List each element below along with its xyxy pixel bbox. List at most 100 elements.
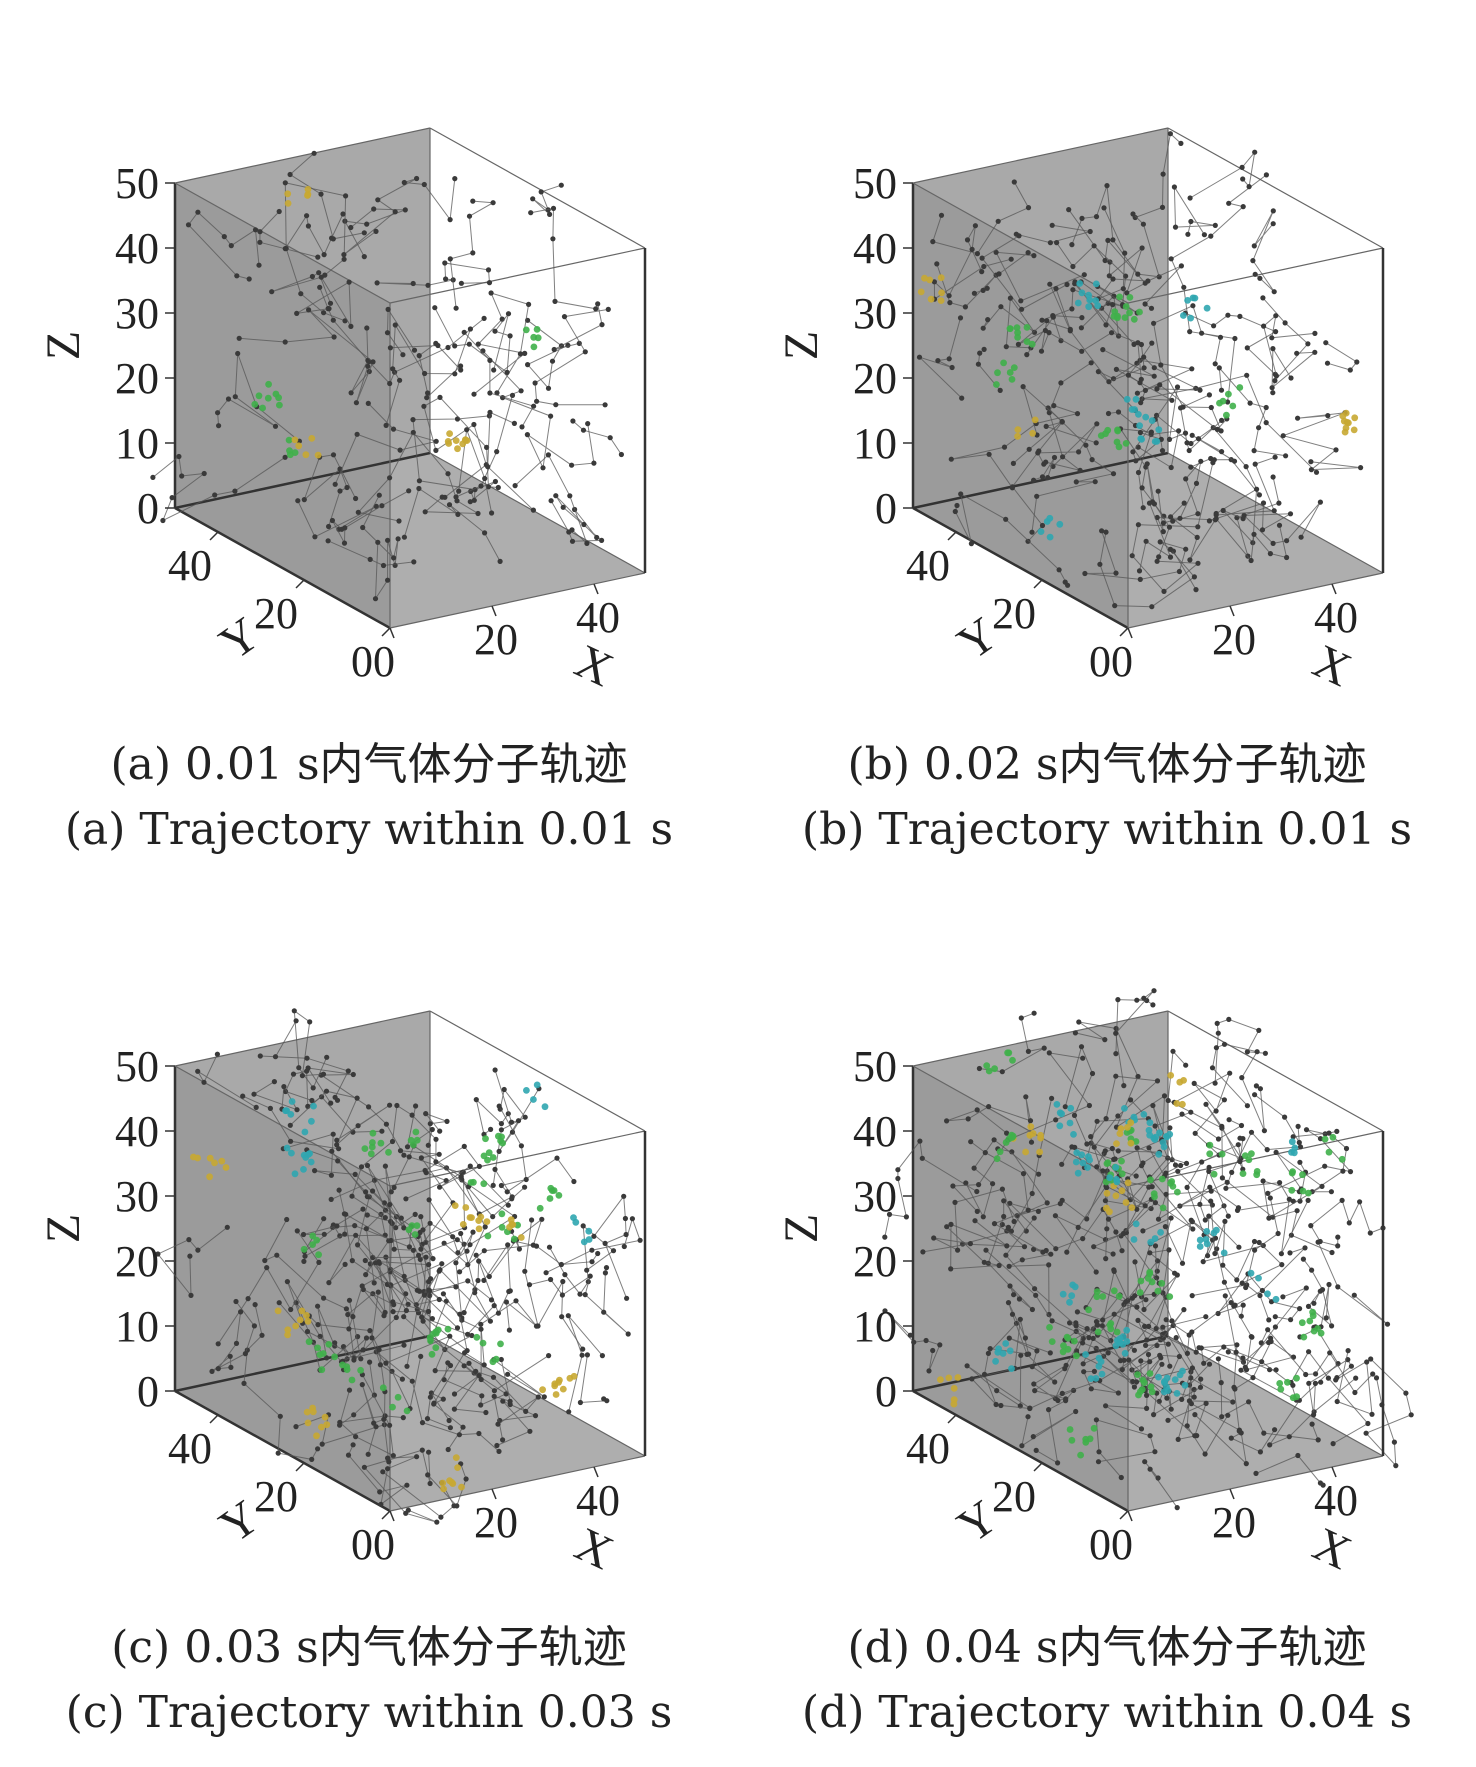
molecule-point <box>253 1104 259 1110</box>
molecule-cluster-point <box>1114 427 1122 435</box>
molecule-point <box>1324 360 1331 366</box>
trajectory-path <box>1177 1377 1234 1455</box>
molecule-point <box>317 284 323 290</box>
molecule-cluster-point <box>308 435 316 442</box>
molecule-point <box>571 1178 577 1185</box>
molecule-cluster-point <box>1123 395 1131 403</box>
y-tick-mark <box>381 627 391 637</box>
molecule-point <box>445 1446 451 1453</box>
molecule-cluster-point <box>1085 1153 1092 1160</box>
molecule-point <box>321 310 327 316</box>
molecule-point <box>375 539 381 545</box>
molecule-cluster-point <box>1073 1352 1080 1360</box>
molecule-point <box>360 1347 366 1353</box>
molecule-cluster-point <box>283 1144 291 1152</box>
molecule-cluster-point <box>937 1376 944 1383</box>
molecule-point <box>447 1362 454 1369</box>
molecule-point <box>312 1168 318 1174</box>
molecule-point <box>362 1257 368 1264</box>
molecule-cluster-point <box>1094 1328 1102 1336</box>
molecule-point <box>1257 275 1263 281</box>
molecule-point <box>1264 1147 1270 1153</box>
molecule-point <box>1325 1375 1331 1381</box>
molecule-point <box>309 1097 315 1104</box>
molecule-point <box>1212 1080 1218 1086</box>
molecule-point <box>1045 405 1051 411</box>
molecule-point <box>1125 372 1131 378</box>
molecule-point <box>1194 534 1200 541</box>
molecule-point <box>458 363 464 369</box>
molecule-cluster-point <box>1288 1138 1296 1146</box>
molecule-point <box>1030 1434 1036 1440</box>
molecule-point <box>382 1163 388 1169</box>
molecule-cluster-point <box>1146 1268 1154 1276</box>
molecule-point <box>390 1299 396 1305</box>
molecule-point <box>570 418 576 424</box>
molecule-cluster-point <box>206 1173 214 1181</box>
molecule-point <box>1256 425 1262 431</box>
molecule-point <box>419 1241 425 1247</box>
molecule-cluster-point <box>1171 1376 1179 1383</box>
molecule-point <box>257 239 263 245</box>
molecule-point <box>466 341 472 347</box>
molecule-point <box>330 317 336 323</box>
molecule-point <box>1039 317 1045 323</box>
molecule-point <box>1186 1332 1192 1338</box>
trajectory-path <box>1216 1247 1306 1306</box>
molecule-point <box>944 1224 950 1230</box>
molecule-point <box>475 510 481 517</box>
trajectory-path <box>995 251 1085 302</box>
molecule-point <box>1103 1256 1109 1262</box>
molecule-cluster-point <box>1014 426 1022 433</box>
molecule-point <box>1104 183 1110 189</box>
molecule-cluster-point <box>1225 390 1232 398</box>
molecule-point <box>523 1408 529 1414</box>
molecule-point <box>532 1413 539 1419</box>
molecule-point <box>444 1118 450 1124</box>
molecule-point <box>1004 1130 1010 1136</box>
molecule-point <box>974 251 980 257</box>
molecule-point <box>1252 1247 1258 1253</box>
molecule-cluster-point <box>937 297 945 304</box>
molecule-point <box>1031 253 1037 259</box>
molecule-point <box>389 1138 396 1145</box>
molecule-cluster-point <box>1151 438 1159 445</box>
molecule-point <box>1163 1191 1169 1197</box>
molecule-point <box>1035 1208 1041 1214</box>
molecule-point <box>453 305 459 311</box>
molecule-point <box>1110 1251 1116 1257</box>
molecule-cluster-point <box>1289 1168 1296 1175</box>
molecule-point <box>1225 1349 1231 1355</box>
molecule-cluster-point <box>310 1102 317 1110</box>
molecule-cluster-point <box>1123 1326 1131 1334</box>
molecule-point <box>376 492 382 498</box>
molecule-point <box>1151 988 1157 994</box>
molecule-point <box>602 1240 608 1246</box>
molecule-point <box>1160 529 1166 535</box>
molecule-point <box>1020 1171 1027 1177</box>
molecule-point <box>330 1131 336 1137</box>
molecule-point <box>1015 341 1021 347</box>
molecule-point <box>930 1347 936 1354</box>
molecule-cluster-point <box>1002 1139 1010 1146</box>
molecule-point <box>560 504 566 510</box>
molecule-point <box>215 1366 221 1372</box>
molecule-cluster-point <box>1134 1371 1141 1378</box>
molecule-point <box>1003 344 1009 350</box>
molecule-point <box>481 1248 487 1254</box>
molecule-point <box>401 1225 407 1231</box>
molecule-point <box>1191 1394 1197 1400</box>
box-frame-edge <box>1127 572 1384 629</box>
molecule-point <box>387 1422 393 1428</box>
x-tick-mark <box>1331 1466 1337 1478</box>
molecule-point <box>433 447 439 453</box>
molecule-cluster-point <box>530 333 538 341</box>
molecule-point <box>1102 1037 1108 1043</box>
molecule-point <box>1048 1251 1054 1257</box>
molecule-point <box>380 1469 386 1475</box>
molecule-point <box>1219 1175 1225 1181</box>
molecule-point <box>1240 516 1246 522</box>
molecule-cluster-point <box>546 1195 554 1202</box>
molecule-point <box>1110 237 1116 243</box>
molecule-point <box>1025 1414 1031 1420</box>
